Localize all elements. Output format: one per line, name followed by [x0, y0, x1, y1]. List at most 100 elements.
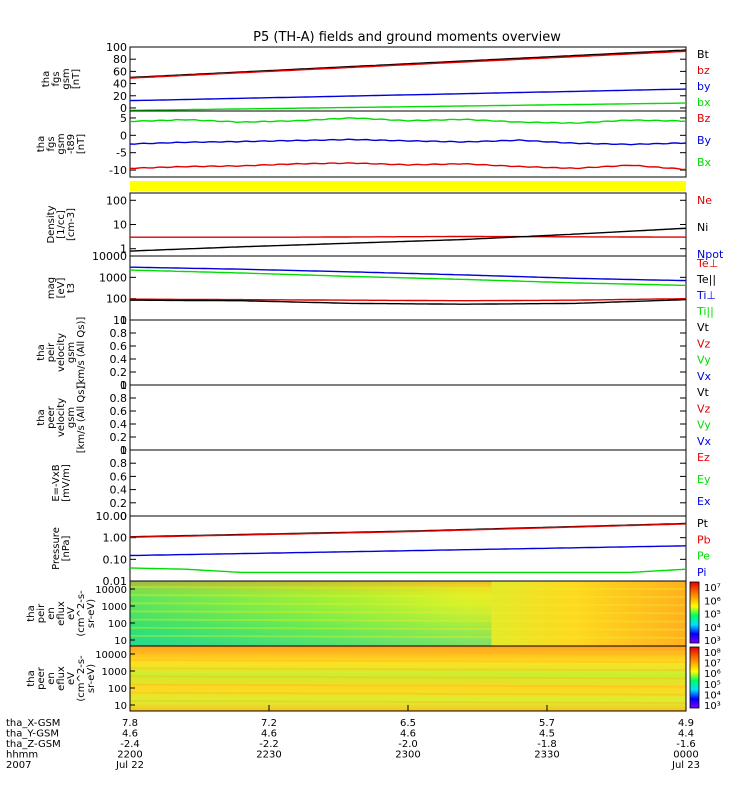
- legend-Ne: Ne: [697, 194, 712, 207]
- ylabel-line: tha: [36, 136, 47, 152]
- xtick-label: 7.8: [122, 718, 138, 729]
- ylabel-line: Density: [46, 205, 57, 243]
- ytick-label: -10: [109, 164, 127, 177]
- panel-peir_velocity: thapeirvelocitygsm[km/s (All Qs)] 00.20.4…: [36, 314, 712, 392]
- xtick-label: -1.6: [676, 739, 696, 750]
- ylabel-line: velocity: [56, 398, 67, 437]
- figure-title: P5 (TH-A) fields and ground moments over…: [253, 30, 561, 45]
- ylabel-line: t3: [66, 283, 77, 293]
- series-Te||: [130, 298, 687, 305]
- xtick-label: -2.2: [259, 739, 279, 750]
- ytick-label: 1: [120, 379, 127, 392]
- heatmap-streak: [129, 610, 687, 615]
- ylabel-e_field: E=-VxB[mV/m]: [51, 464, 72, 502]
- panel-pressure: Pressure[nPa] 0.01 0.10 1.00 10.00 Pt Pb Pe Pi: [51, 510, 711, 588]
- ylabel-line: eflux: [56, 601, 67, 626]
- ytick-label: 10: [114, 636, 127, 647]
- panel-peer_velocity: thapeervelocitygsm[km/s (All Qs)] 00.20.4…: [36, 379, 712, 457]
- series-Bt: [129, 49, 687, 79]
- series-Bx: [129, 117, 687, 124]
- xtick-label: 6.5: [400, 718, 416, 729]
- ytick-label: 0.6: [110, 405, 128, 418]
- ytick-label: 60: [113, 65, 127, 78]
- ytick-label: 0: [120, 102, 127, 115]
- xtick-label: 4.4: [678, 729, 694, 740]
- ylabel-line: sr-eV): [86, 599, 97, 628]
- xtick-label: -2.4: [120, 739, 140, 750]
- panel-frame: [129, 449, 687, 517]
- xtick-label: 5.7: [539, 718, 555, 729]
- ylabel-line: [mV/m]: [61, 464, 72, 502]
- ylabel-line: tha: [41, 71, 52, 87]
- heatmap-streak: [129, 675, 687, 680]
- legend-By: By: [697, 134, 712, 147]
- heatmap-streak: [129, 626, 687, 631]
- ylabel-line: tha: [26, 670, 37, 686]
- ytick-label: 100: [108, 684, 127, 695]
- ytick-label: 1: [120, 314, 127, 327]
- legend-Ti⊥: Ti⊥: [696, 289, 716, 302]
- ytick-label: 1: [120, 444, 127, 457]
- ylabel-peir_velocity: thapeirvelocitygsm[km/s (All Qs)]: [36, 317, 87, 389]
- colorbar-tick-label: 10⁶: [704, 669, 721, 680]
- ylabel-line: [km/s (All Qs)]: [76, 317, 87, 389]
- ylabel-peer_eflux: thapeerenefluxeV(cm^2-s-sr-eV): [26, 655, 97, 702]
- ylabel-line: eV: [66, 672, 77, 685]
- heatmap-overlay: [130, 581, 492, 646]
- ytick-label: 10.00: [96, 510, 128, 523]
- ylabel-line: gsm: [66, 407, 77, 428]
- xtick-label: 4.6: [122, 729, 138, 740]
- xtick-label: 2230: [256, 750, 281, 761]
- ylabel-line: Pressure: [51, 527, 62, 570]
- series-Pe: [129, 567, 687, 574]
- ytick-label: 100: [106, 293, 127, 306]
- ytick-label: 0.6: [110, 340, 128, 353]
- xaxis-row-label: tha_Y-GSM: [6, 729, 59, 740]
- ylabel-line: [nPa]: [61, 535, 72, 561]
- legend-Ni: Ni: [697, 221, 708, 234]
- legend-Vy: Vy: [697, 419, 711, 432]
- ytick-label: 0.8: [110, 457, 128, 470]
- legend-Npot: Npot: [697, 248, 724, 261]
- legend-Pt: Pt: [697, 517, 709, 530]
- colorbar-tick-label: 10³: [704, 636, 721, 647]
- colorbar-tick-label: 10⁵: [704, 680, 721, 691]
- ytick-label: 10: [114, 701, 127, 712]
- colorbar-tick-label: 10⁸: [704, 648, 721, 659]
- xaxis-row-label: 2007: [6, 760, 31, 771]
- ytick-label: 0.01: [103, 575, 128, 588]
- heatmap-streak: [129, 667, 687, 672]
- ytick-label: 0: [120, 444, 127, 457]
- flag-bar: [130, 181, 686, 191]
- ytick-label: 100: [106, 41, 127, 54]
- ytick-label: 10: [113, 219, 127, 232]
- xtick-label: 2300: [395, 750, 420, 761]
- heatmap-streak: [129, 602, 687, 607]
- ytick-label: 0: [120, 510, 127, 523]
- ytick-label: 10000: [92, 250, 127, 263]
- ylabel-temperature: mag[eV]t3: [46, 277, 77, 299]
- ylabel-line: eflux: [56, 666, 67, 691]
- ylabel-line: [cm-3]: [66, 208, 77, 241]
- legend-Vx: Vx: [697, 370, 712, 383]
- ylabel-line: (cm^2-s-: [76, 655, 87, 702]
- series-bx: [129, 102, 686, 112]
- ytick-label: 10000: [95, 585, 127, 596]
- ylabel-line: en: [46, 607, 57, 620]
- heatmap-streak: [129, 618, 687, 623]
- xtick-label: -1.8: [537, 739, 557, 750]
- ytick-label: 0.8: [110, 392, 128, 405]
- ylabel-line: gsm: [56, 133, 67, 154]
- heatmap-streak: [129, 659, 687, 664]
- ylabel-pressure: Pressure[nPa]: [51, 527, 72, 570]
- legend-Vx: Vx: [697, 435, 712, 448]
- series-Ti||: [129, 269, 687, 287]
- series-By: [129, 138, 687, 146]
- ylabel-line: fgs: [51, 71, 62, 86]
- xtick-label: Jul 23: [671, 760, 700, 771]
- legend-bz: bz: [697, 64, 710, 77]
- ytick-label: 0.2: [110, 366, 128, 379]
- ylabel-fgs_gsm: thafgsgsm[nT]: [41, 68, 82, 89]
